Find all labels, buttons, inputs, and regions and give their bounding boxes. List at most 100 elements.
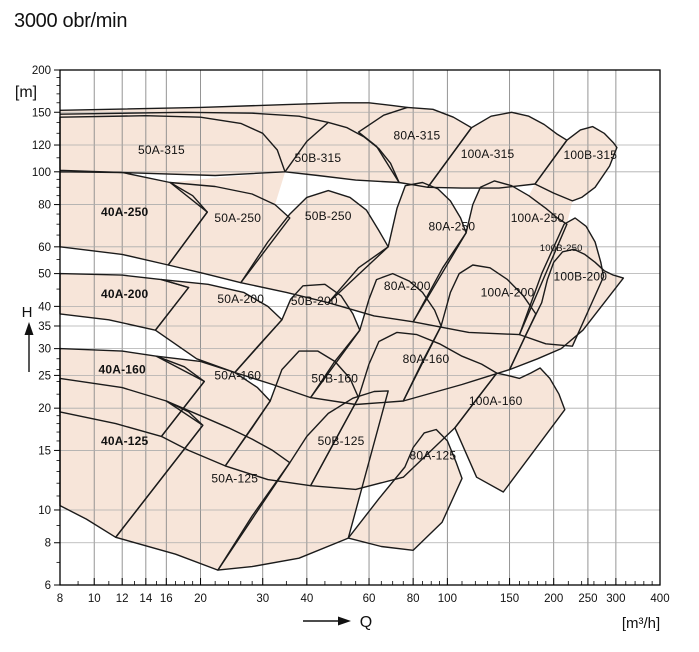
region-fill-50A-125: [115, 401, 290, 571]
tick-label-x-20: 20: [194, 593, 207, 605]
field-filler-3: [528, 184, 573, 225]
region-fill-100B-200: [509, 249, 624, 370]
y-axis-letter: H: [22, 304, 33, 321]
field-filler-0: [60, 102, 408, 133]
region-label-50B-315: 50B-315: [295, 151, 342, 165]
tick-label-y-40: 40: [38, 301, 51, 313]
region-outline-100A-160: [454, 367, 566, 493]
tick-label-y-35: 35: [38, 321, 51, 333]
region-fill-50B-315: [285, 122, 400, 183]
chart-title: 3000 obr/min: [14, 10, 128, 32]
tick-label-x-250: 250: [578, 593, 597, 605]
tick-label-y-80: 80: [38, 200, 51, 212]
region-outline-100A-250: [412, 180, 568, 336]
tick-label-x-150: 150: [500, 593, 519, 605]
tick-label-y-8: 8: [45, 538, 51, 550]
region-label-40A-160: 40A-160: [98, 363, 146, 377]
region-outline-50B-315: [284, 121, 400, 184]
region-label-50A-200: 50A-200: [217, 292, 264, 306]
tick-label-x-60: 60: [363, 593, 376, 605]
region-fill-80A-315: [358, 107, 472, 188]
tick-label-x-300: 300: [606, 593, 625, 605]
region-label-80A-315: 80A-315: [394, 129, 441, 143]
tick-label-y-15: 15: [38, 445, 51, 457]
region-fill-50B-125: [217, 390, 389, 571]
envelope-curve-top-envelope-outer: [59, 102, 408, 111]
tick-label-x-80: 80: [407, 593, 420, 605]
region-fill-40A-200: [60, 273, 189, 331]
region-label-50A-315: 50A-315: [138, 143, 185, 157]
axis-layer: 8 10 12 14 16 20 30 40 60 80 100 150 200 250 300 400 200…: [15, 65, 670, 632]
tick-label-y-25: 25: [38, 370, 51, 382]
region-fill-40A-250: [60, 171, 208, 265]
region-outline-100A-315: [427, 111, 568, 189]
envelope-curve-top-envelope-inner: [59, 111, 329, 124]
region-outline-50A-250: [167, 181, 291, 284]
tick-label-y-60: 60: [38, 242, 51, 254]
region-label-50A-250: 50A-250: [214, 211, 261, 225]
region-outline-100B-315: [534, 125, 618, 202]
region-labels-layer: 50A-315 50B-315 80A-315 100A-315 100B-315 40A…: [98, 129, 617, 486]
region-label-50B-160: 50B-160: [311, 371, 358, 385]
tick-label-x-400: 400: [650, 593, 669, 605]
tick-label-x-40: 40: [300, 593, 313, 605]
region-fill-80A-125: [348, 429, 462, 551]
region-label-100B-200: 100B-200: [554, 270, 608, 284]
tick-label-y-120: 120: [32, 140, 51, 152]
tick-label-y-200: 200: [32, 65, 51, 77]
tick-label-y-150: 150: [32, 107, 51, 119]
tick-label-x-30: 30: [256, 593, 269, 605]
region-fill-50A-315: [60, 115, 285, 176]
region-outline-50B-160: [224, 350, 360, 487]
region-label-40A-125: 40A-125: [101, 434, 149, 448]
tick-label-x-14: 14: [139, 593, 152, 605]
region-label-100A-250: 100A-250: [511, 211, 565, 225]
region-label-80A-250: 80A-250: [429, 219, 476, 233]
plot-frame: [59, 69, 661, 586]
region-fill-40A-125: [60, 378, 203, 538]
h-arrow-head: [24, 322, 34, 335]
region-label-40A-200: 40A-200: [101, 287, 149, 301]
tick-label-y-6: 6: [45, 580, 51, 592]
field-filler-1: [60, 112, 329, 172]
tick-label-x-16: 16: [160, 593, 173, 605]
y-axis-unit: [m]: [15, 84, 37, 101]
region-fill-100A-315: [427, 112, 567, 189]
region-label-100B-250: 100B-250: [540, 243, 583, 254]
tick-label-x-10: 10: [88, 593, 101, 605]
tick-label-y-100: 100: [32, 167, 51, 179]
q-arrow-head: [338, 616, 351, 626]
region-label-100A-200: 100A-200: [481, 285, 535, 299]
tick-label-y-10: 10: [38, 505, 51, 517]
tick-label-x-8: 8: [57, 593, 63, 605]
region-outline-100B-250: [518, 217, 605, 347]
region-label-50B-125: 50B-125: [318, 434, 365, 448]
region-label-100B-315: 100B-315: [564, 148, 618, 162]
region-label-80A-160: 80A-160: [403, 352, 450, 366]
region-outline-50B-125: [217, 390, 389, 571]
x-axis-letter: Q: [360, 614, 372, 631]
region-label-80A-125: 80A-125: [410, 448, 457, 462]
region-label-50B-200: 50B-200: [291, 294, 338, 308]
region-outline-50B-200: [234, 283, 361, 399]
tick-label-y-30: 30: [38, 344, 51, 356]
region-outline-80A-160: [309, 331, 498, 491]
region-label-80A-200: 80A-200: [384, 279, 431, 293]
region-outline-50B-250: [240, 189, 389, 304]
region-outline-80A-125: [347, 428, 463, 551]
tick-label-y-50: 50: [38, 269, 51, 281]
tick-label-x-12: 12: [116, 593, 129, 605]
x-axis-unit: [m³/h]: [622, 615, 660, 632]
tick-label-x-200: 200: [544, 593, 563, 605]
region-label-40A-250: 40A-250: [101, 205, 149, 219]
region-label-50A-125: 50A-125: [211, 471, 258, 485]
region-label-100A-315: 100A-315: [461, 147, 515, 161]
region-label-100A-160: 100A-160: [469, 394, 523, 408]
tick-label-x-100: 100: [438, 593, 457, 605]
tick-label-y-20: 20: [38, 403, 51, 415]
region-label-50A-160: 50A-160: [214, 368, 261, 382]
regions-outline-layer: [59, 102, 625, 571]
region-label-50B-250: 50B-250: [305, 209, 352, 223]
